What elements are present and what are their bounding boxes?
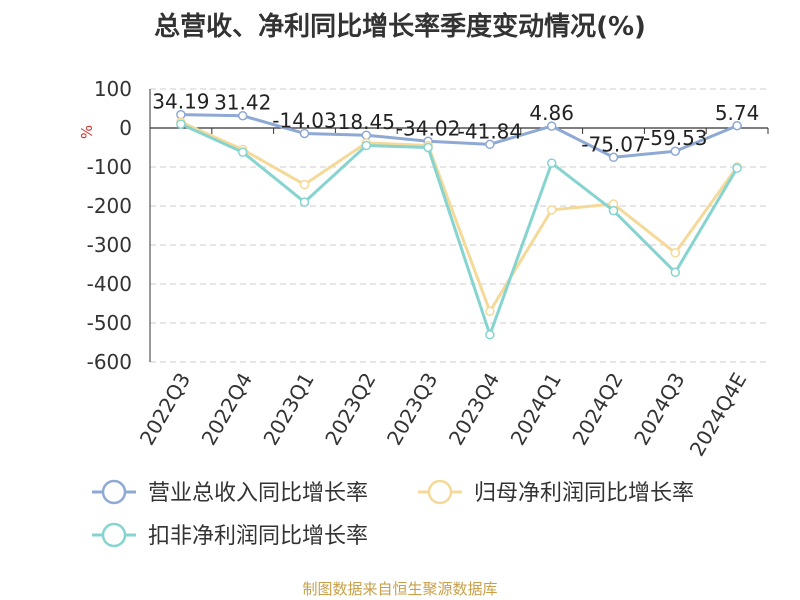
data-point	[608, 152, 619, 163]
data-label: 31.42	[214, 91, 271, 115]
y-tick-label: -500	[87, 311, 132, 335]
data-point	[546, 205, 557, 215]
y-tick-label: -600	[87, 350, 132, 374]
x-tick-label: 2024Q4E	[685, 369, 752, 461]
legend-label-3: 扣非净利润同比增长率	[148, 524, 368, 549]
y-tick-label: -400	[87, 272, 132, 296]
data-point	[299, 179, 310, 190]
legend-label-2: 归母净利润同比增长率	[474, 481, 694, 506]
data-point	[237, 147, 248, 157]
data-point	[670, 146, 681, 156]
y-tick-label: 0	[119, 116, 132, 140]
x-tick-label: 2024Q2	[567, 369, 627, 450]
y-axis-label: %	[78, 125, 96, 139]
data-point	[546, 158, 557, 168]
data-label: 18.45	[338, 110, 395, 134]
data-point	[670, 267, 681, 278]
data-label: -34.02	[396, 116, 460, 140]
data-point	[237, 110, 248, 121]
x-tick-label: 2023Q3	[382, 368, 442, 449]
x-tick-label: 2022Q4	[197, 369, 257, 450]
data-label: 5.74	[715, 101, 760, 125]
x-tick-label: 2024Q3	[629, 369, 689, 450]
legend-marker-2	[427, 479, 453, 505]
x-tick-label: 2024Q1	[506, 369, 566, 450]
data-point	[732, 121, 742, 131]
data-label: -41.84	[458, 119, 522, 143]
data-point	[299, 128, 310, 139]
x-tick-label: 2023Q4	[444, 369, 504, 450]
data-point	[732, 163, 742, 173]
y-tick-label: 100	[94, 77, 132, 101]
data-point	[485, 329, 495, 340]
legend-label-1: 营业总收入同比增长率	[148, 481, 368, 506]
series-line-1	[180, 113, 738, 159]
chart-title: 总营收、净利同比增长率季度变动情况(%)	[154, 12, 646, 42]
y-tick-label: -300	[87, 233, 132, 257]
data-label: 34.19	[152, 90, 209, 114]
x-tick-label: 2023Q1	[258, 369, 318, 450]
data-point	[176, 119, 186, 129]
data-label: -14.03	[272, 108, 336, 132]
y-tick-label: -100	[87, 155, 132, 179]
data-point	[299, 197, 310, 207]
x-tick-label: 2023Q2	[320, 369, 380, 450]
series-line-3	[180, 122, 739, 337]
series-line-2	[180, 120, 739, 313]
data-point	[423, 142, 433, 153]
data-point	[546, 121, 557, 131]
data-point	[361, 140, 372, 151]
data-point	[485, 139, 495, 150]
legend-marker-3	[101, 522, 127, 548]
y-tick-label: -200	[87, 194, 132, 218]
data-label: 4.86	[529, 101, 574, 125]
data-point	[608, 205, 619, 216]
source-note: 制图数据来自恒生聚源数据库	[302, 580, 498, 598]
data-point	[485, 306, 495, 317]
legend-marker-1	[101, 479, 127, 505]
x-tick-label: 2022Q3	[135, 369, 195, 450]
data-label: -75.07	[581, 132, 645, 156]
data-point	[670, 248, 681, 258]
data-label: -59.53	[643, 126, 707, 150]
